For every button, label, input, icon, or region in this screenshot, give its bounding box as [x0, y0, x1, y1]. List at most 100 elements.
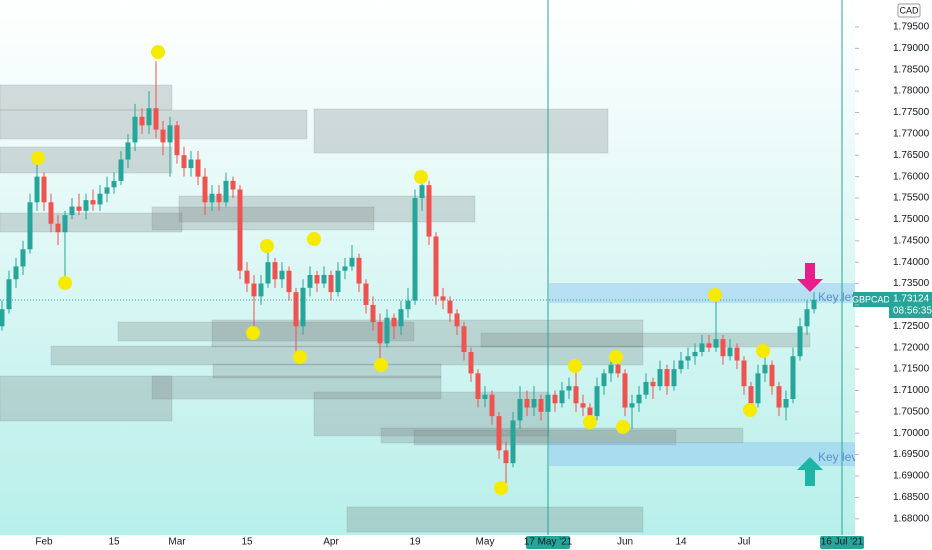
y-tick-label: 1.70000 [893, 428, 930, 439]
candle-body [20, 249, 26, 267]
y-tick-label: 1.74500 [893, 235, 930, 246]
candle-body [517, 399, 523, 421]
zone [50, 345, 644, 366]
candle-body [426, 185, 432, 237]
candle-body [83, 200, 89, 211]
y-tick-label: 1.75500 [893, 193, 930, 204]
x-tick-label: 14 [675, 537, 687, 548]
x-tick-label: Feb [35, 537, 53, 548]
candle-body [475, 373, 481, 400]
marker-label-box [820, 536, 864, 549]
candle-body [174, 125, 180, 156]
candle-body [412, 198, 418, 301]
candle-body [314, 274, 320, 284]
candle-body [699, 343, 705, 352]
zone [117, 321, 415, 342]
candle-body [125, 142, 131, 160]
candle-body [510, 420, 516, 464]
x-tick-label: Apr [323, 537, 339, 548]
pivot-dot [494, 481, 508, 495]
candle-body [34, 176, 40, 203]
pivot-dot [151, 45, 165, 59]
marker-label-box [526, 536, 570, 549]
candle-body [720, 339, 726, 357]
candle-body [447, 300, 453, 314]
candle-body [755, 373, 761, 404]
candle-body [790, 356, 796, 400]
y-tick-label: 1.77000 [893, 128, 930, 139]
candle-body [664, 369, 670, 387]
candle-body [650, 381, 656, 387]
candle-body [335, 270, 341, 293]
candle-body [111, 180, 117, 188]
zone [313, 391, 550, 437]
pivot-dot [708, 288, 722, 302]
y-tick-label: 1.76500 [893, 150, 930, 161]
candle-body [272, 262, 278, 280]
key-level-zone [549, 442, 855, 466]
pivot-dot [260, 239, 274, 253]
candle-body [258, 283, 264, 297]
candle-body [90, 200, 96, 205]
candle-body [118, 159, 124, 181]
pivot-dot [568, 359, 582, 373]
candle-body [48, 202, 54, 224]
y-tick-label: 1.71000 [893, 385, 930, 396]
zone [0, 146, 173, 174]
zone [380, 427, 744, 444]
countdown: 08:56:35 [893, 306, 932, 317]
pivot-dot [31, 151, 45, 165]
candle-body [356, 257, 362, 284]
candle-body [559, 390, 565, 404]
candle-body [76, 206, 82, 211]
candle-body [307, 274, 313, 288]
annotation: Key level [818, 450, 867, 464]
candle-body [55, 223, 61, 233]
pivot-dot [414, 170, 428, 184]
candle-body [524, 399, 530, 408]
candle-body [608, 364, 614, 374]
x-tick-label: Jun [617, 537, 633, 548]
candle-body [748, 386, 754, 404]
candle-body [692, 351, 698, 357]
candle-body [587, 407, 593, 417]
candle-body [13, 266, 19, 280]
y-tick-label: 1.77500 [893, 107, 930, 118]
candle-body [601, 373, 607, 387]
pivot-dots [31, 45, 770, 495]
pivot-dot [307, 232, 321, 246]
y-tick-label: 1.72500 [893, 321, 930, 332]
candle-body [433, 236, 439, 297]
zone [413, 429, 677, 446]
candle-body [6, 279, 12, 310]
candle-body [244, 270, 250, 284]
y-tick-label: 1.71500 [893, 364, 930, 375]
candle-body [265, 262, 271, 284]
candle-body [566, 386, 572, 391]
y-tick-label: 1.79500 [893, 22, 930, 33]
candle-body [762, 364, 768, 374]
candle-body [167, 125, 173, 143]
candle-body [671, 369, 677, 387]
candle-body [741, 360, 747, 387]
pivot-dot [756, 344, 770, 358]
candles [0, 0, 843, 535]
candle-body [97, 193, 103, 205]
candle-body [811, 299, 817, 310]
pivot-dot [609, 350, 623, 364]
y-tick-label: 1.72000 [893, 342, 930, 353]
x-tick-label: May [476, 537, 495, 548]
candle-body [216, 193, 222, 203]
x-tick-label: 16 Jul '21 [821, 537, 864, 548]
currency: CAD [899, 5, 919, 15]
candle-body [727, 347, 733, 357]
currency-box [897, 3, 921, 18]
candle-body [804, 309, 810, 327]
last-price: 1.73124 [893, 294, 930, 305]
candle-body [622, 373, 628, 408]
candle-body [139, 116, 145, 126]
zones [0, 84, 855, 533]
candle-body [734, 347, 740, 361]
zone [151, 375, 442, 400]
candle-body [384, 317, 390, 344]
